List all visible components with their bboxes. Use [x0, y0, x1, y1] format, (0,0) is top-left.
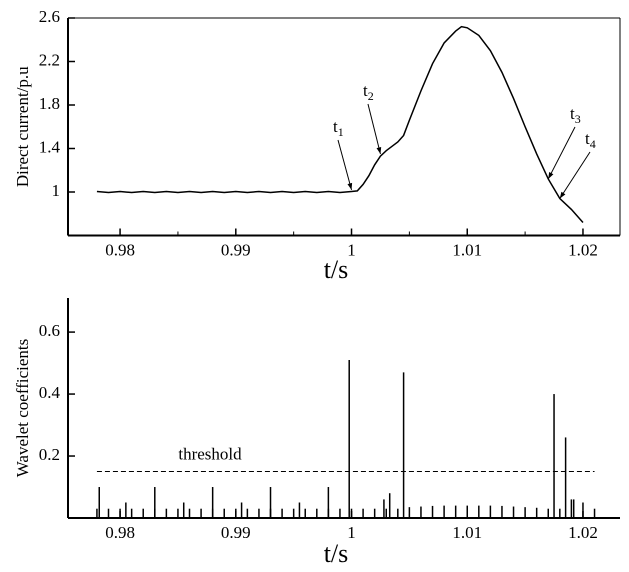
annotation-arrow	[367, 103, 381, 155]
annotation-text: t	[363, 81, 368, 100]
x-tick-label: 0.99	[221, 523, 251, 542]
y-tick-label: 0.6	[39, 321, 60, 340]
annotation-arrow	[547, 126, 576, 180]
annotation-arrow	[337, 139, 353, 190]
x-axis-label: t/s	[324, 539, 349, 568]
annotation-text: t	[585, 129, 590, 148]
annotation-label: t3	[570, 104, 581, 126]
x-axis-label: t/s	[324, 255, 349, 284]
arrow-head	[548, 172, 554, 179]
x-tick-label: 1.01	[452, 240, 482, 259]
y-tick-label: 2.6	[39, 7, 60, 26]
annotation-subscript: 4	[590, 137, 596, 151]
x-tick-label: 1	[347, 240, 356, 259]
y-tick-label: 1.4	[39, 137, 61, 156]
arrow-head	[559, 191, 566, 199]
arrow-head	[347, 182, 353, 190]
annotation-text: t	[333, 117, 338, 136]
annotation-label: t4	[585, 129, 596, 151]
annotation-arrow	[559, 151, 591, 199]
annotation-subscript: 2	[368, 89, 374, 103]
x-tick-label: 1.02	[568, 523, 598, 542]
x-tick-label: 0.99	[221, 240, 251, 259]
annotation-label: t2	[363, 81, 374, 103]
x-tick-label: 0.98	[105, 523, 135, 542]
annotation-subscript: 3	[575, 112, 581, 126]
y-tick-label: 0.4	[39, 383, 61, 402]
annotation-text: t	[570, 104, 575, 123]
y-tick-label: 1.8	[39, 94, 60, 113]
threshold-label: threshold	[178, 444, 242, 463]
current-line	[96, 25, 584, 223]
y-tick-label: 1	[52, 181, 61, 200]
y-axis-label: Wavelet coefficients	[13, 339, 32, 478]
x-tick-label: 1.02	[568, 240, 598, 259]
x-tick-label: 1	[347, 523, 356, 542]
x-tick-label: 0.98	[105, 240, 135, 259]
y-axis-label: Direct current/p.u	[13, 66, 32, 187]
y-tick-label: 0.2	[39, 445, 60, 464]
y-tick-label: 2.2	[39, 50, 60, 69]
x-tick-label: 1.01	[452, 523, 482, 542]
annotation-subscript: 1	[338, 125, 344, 139]
arrow-head	[376, 146, 382, 154]
annotation-label: t1	[333, 117, 344, 139]
